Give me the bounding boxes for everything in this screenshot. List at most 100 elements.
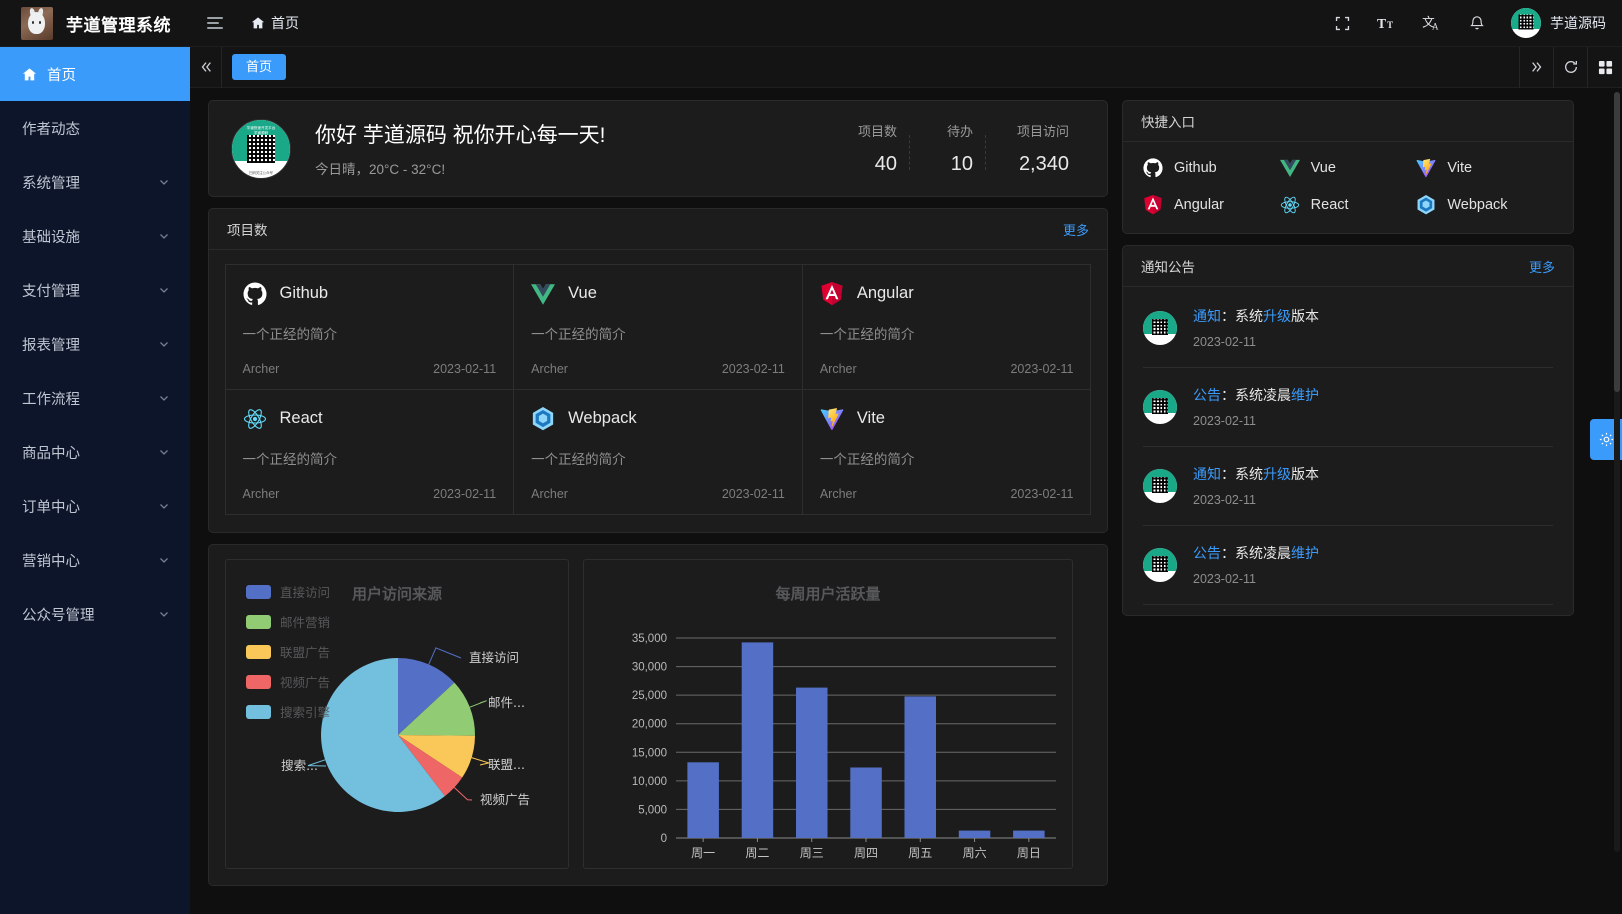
sidebar-item-9[interactable]: 营销中心 xyxy=(0,533,190,587)
project-card-angular[interactable]: Angular 一个正经的简介 Archer 2023-02-11 xyxy=(801,263,1092,390)
font-size-icon[interactable]: T T xyxy=(1376,12,1398,34)
quick-entry-react[interactable]: React xyxy=(1280,195,1417,215)
pie-legend-item[interactable]: 直接访问 xyxy=(246,582,330,601)
quick-entry-angular[interactable]: Angular xyxy=(1143,195,1280,215)
project-author: Archer xyxy=(242,361,280,376)
svg-text:30,000: 30,000 xyxy=(632,662,667,674)
sidebar-item-5[interactable]: 报表管理 xyxy=(0,317,190,371)
project-card-vite[interactable]: Vite 一个正经的简介 Archer 2023-02-11 xyxy=(801,388,1092,515)
sidebar-item-3[interactable]: 基础设施 xyxy=(0,209,190,263)
sidebar-item-10[interactable]: 公众号管理 xyxy=(0,587,190,641)
sidebar-item-1[interactable]: 作者动态 xyxy=(0,101,190,155)
notice-item[interactable]: 通知：系统升级版本 2023-02-11 xyxy=(1143,447,1553,526)
pie-legend-item[interactable]: 邮件营销 xyxy=(246,612,330,631)
grid-icon[interactable] xyxy=(1588,47,1622,88)
bar-chart[interactable]: 每周用户活跃量 0 5,000 10,000 15,000 20,000 25,000 30… xyxy=(583,559,1073,869)
notice-avatar xyxy=(1143,468,1177,503)
sidebar-item-label: 首页 xyxy=(47,67,76,84)
project-date: 2023-02-11 xyxy=(433,486,497,501)
quick-entry-vue[interactable]: Vue xyxy=(1279,158,1417,178)
project-card-github[interactable]: Github 一个正经的简介 Archer 2023-02-11 xyxy=(224,263,515,390)
quick-entry-label: Webpack xyxy=(1447,197,1508,213)
user-menu[interactable]: 芋道源码 xyxy=(1511,8,1606,38)
sidebar-item-0[interactable]: 首页 xyxy=(0,47,190,101)
svg-text:周二: 周二 xyxy=(745,846,769,860)
quick-entry-github[interactable]: Github xyxy=(1143,158,1280,178)
fullscreen-icon[interactable] xyxy=(1331,12,1353,34)
notice-item[interactable]: 公告：系统凌晨维护 2023-02-11 xyxy=(1143,368,1553,447)
project-date: 2023-02-11 xyxy=(721,361,785,376)
quick-entry-webpack[interactable]: Webpack xyxy=(1416,195,1553,215)
svg-text:周五: 周五 xyxy=(908,846,932,860)
project-date: 2023-02-11 xyxy=(433,361,497,376)
quick-entry-vite[interactable]: Vite xyxy=(1416,158,1553,178)
notices-list: 通知：系统升级版本 2023-02-11 公告：系统凌晨维护 2023-02-1… xyxy=(1123,287,1573,615)
sidebar-item-2[interactable]: 系统管理 xyxy=(0,155,190,209)
legend-swatch xyxy=(246,584,271,599)
project-author: Archer xyxy=(819,361,857,376)
welcome-text: 你好 芋道源码 祝你开心每一天! 今日晴，20°C - 32°C! xyxy=(315,119,606,178)
menu-collapse-icon[interactable] xyxy=(207,12,229,34)
welcome-avatar: 芋道快速开发平台芋道源码源码 扫码关注公众号 xyxy=(231,118,291,179)
chevron-down-icon xyxy=(158,230,170,242)
translate-icon[interactable]: 文 A xyxy=(1421,12,1443,34)
vite-icon xyxy=(1416,158,1436,178)
app-logo-icon xyxy=(21,6,53,40)
top-header: 芋道管理系统 首页 T T 文 A xyxy=(0,0,1622,47)
notice-item[interactable]: 通知：系统升级版本 2023-02-11 xyxy=(1143,289,1553,368)
scrollbar-thumb[interactable] xyxy=(1614,92,1620,392)
breadcrumb-home-label[interactable]: 首页 xyxy=(271,15,299,31)
notice-date: 2023-02-11 xyxy=(1193,493,1257,507)
svg-text:T: T xyxy=(1377,16,1386,31)
pie-legend-item[interactable]: 联盟广告 xyxy=(246,642,330,661)
notice-item[interactable]: 公告：系统凌晨维护 2023-02-11 xyxy=(1143,526,1553,605)
sidebar-item-label: 营销中心 xyxy=(22,553,80,570)
pie-legend-item[interactable]: 搜索引擎 xyxy=(246,702,330,721)
tabs-scroll-left-icon[interactable] xyxy=(190,46,222,88)
notice-date: 2023-02-11 xyxy=(1193,414,1257,428)
quick-entry-title: 快捷入口 xyxy=(1141,115,1195,130)
sidebar-item-8[interactable]: 订单中心 xyxy=(0,479,190,533)
pie-chart-title: 用户访问来源 xyxy=(351,586,442,603)
tabs-scroll-right-icon[interactable] xyxy=(1520,46,1554,88)
app-title: 芋道管理系统 xyxy=(66,15,171,35)
project-author: Archer xyxy=(531,486,568,501)
charts-panel: 用户访问来源 直接访问 邮件营销 联盟广告 视频广告 搜索引擎 直接访问 邮件..… xyxy=(208,544,1108,886)
brand[interactable]: 芋道管理系统 xyxy=(0,6,190,40)
notice-title: 公告：系统凌晨维护 xyxy=(1193,387,1319,403)
bell-icon[interactable] xyxy=(1466,12,1488,34)
chevron-down-icon xyxy=(158,176,170,188)
refresh-icon[interactable] xyxy=(1554,46,1588,88)
welcome-greeting: 你好 芋道源码 祝你开心每一天! xyxy=(315,124,606,147)
projects-panel: 项目数 更多 Github 一个正经的简介 Archer 2023-02-11 … xyxy=(208,208,1108,533)
project-card-webpack[interactable]: Webpack 一个正经的简介 Archer 2023-02-11 xyxy=(513,388,803,515)
stat-2: 项目访问 2,340 xyxy=(985,121,1081,176)
svg-text:周一: 周一 xyxy=(691,846,715,860)
tabs-bar: 首页 xyxy=(190,46,1622,88)
pie-legend-item[interactable]: 视频广告 xyxy=(246,672,330,691)
chevron-down-icon xyxy=(158,608,170,620)
project-card-vue[interactable]: Vue 一个正经的简介 Archer 2023-02-11 xyxy=(513,263,803,390)
tab-home[interactable]: 首页 xyxy=(232,53,287,81)
project-card-react[interactable]: React 一个正经的简介 Archer 2023-02-11 xyxy=(224,388,515,515)
legend-swatch xyxy=(246,614,271,629)
page-scrollbar[interactable] xyxy=(1614,92,1620,852)
sidebar-item-4[interactable]: 支付管理 xyxy=(0,263,190,317)
svg-text:5,000: 5,000 xyxy=(638,804,667,816)
notice-title: 公告：系统凌晨维护 xyxy=(1193,545,1319,561)
legend-label: 视频广告 xyxy=(280,676,331,690)
notices-more-link[interactable]: 更多 xyxy=(1528,259,1555,275)
chevron-down-icon xyxy=(158,554,170,566)
projects-more-link[interactable]: 更多 xyxy=(1062,222,1089,238)
pie-chart[interactable]: 用户访问来源 直接访问 邮件营销 联盟广告 视频广告 搜索引擎 直接访问 邮件..… xyxy=(225,559,569,869)
project-author: Archer xyxy=(242,486,280,501)
svg-text:15,000: 15,000 xyxy=(632,747,667,759)
home-icon xyxy=(22,67,37,82)
welcome-banner: 芋道快速开发平台芋道源码源码 扫码关注公众号 你好 芋道源码 祝你开心每一天! … xyxy=(208,100,1108,197)
sidebar-item-7[interactable]: 商品中心 xyxy=(0,425,190,479)
legend-swatch xyxy=(246,644,271,659)
project-desc: 一个正经的简介 xyxy=(242,451,338,467)
legend-swatch xyxy=(246,704,271,719)
svg-text:视频广告: 视频广告 xyxy=(480,792,530,807)
sidebar-item-6[interactable]: 工作流程 xyxy=(0,371,190,425)
